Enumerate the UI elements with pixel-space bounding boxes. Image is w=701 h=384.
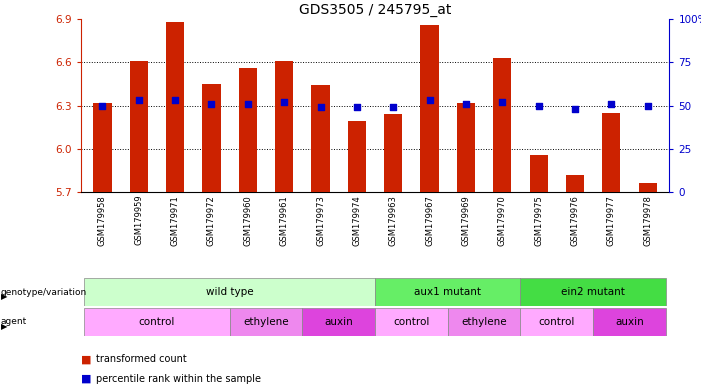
Point (642, 103, 653, 109)
Text: ■: ■ (81, 354, 91, 364)
Point (424, 98, 435, 104)
Bar (203, 84, 221, 192)
Bar (84, 308, 230, 336)
Bar (593, 308, 666, 336)
Bar (230, 308, 302, 336)
Text: percentile rank within the sample: percentile rank within the sample (96, 374, 261, 384)
Bar (166, 22, 184, 192)
Point (606, 101, 617, 107)
Text: wild type: wild type (206, 287, 254, 297)
Bar (239, 68, 257, 192)
Bar (348, 121, 366, 192)
Text: genotype/variation: genotype/variation (1, 288, 87, 296)
Bar (448, 308, 520, 336)
Point (97, 103, 108, 109)
Bar (130, 61, 148, 192)
Bar (457, 103, 475, 192)
Bar (302, 308, 375, 336)
Text: ■: ■ (81, 374, 91, 384)
Bar (494, 58, 511, 192)
Point (315, 104, 326, 111)
Text: ▶: ▶ (1, 322, 7, 331)
Point (206, 101, 217, 107)
Text: agent: agent (1, 318, 27, 326)
Point (569, 106, 580, 112)
Text: transformed count: transformed count (96, 354, 186, 364)
Point (461, 101, 472, 107)
Point (533, 103, 544, 109)
Bar (566, 175, 584, 192)
Text: auxin: auxin (325, 317, 353, 327)
Point (170, 98, 181, 104)
Bar (375, 308, 448, 336)
Bar (375, 278, 520, 306)
Text: ethylene: ethylene (243, 317, 289, 327)
Point (496, 99, 508, 105)
Text: control: control (538, 317, 575, 327)
Text: control: control (139, 317, 175, 327)
Text: ethylene: ethylene (461, 317, 507, 327)
Bar (520, 278, 666, 306)
Text: aux1 mutant: aux1 mutant (414, 287, 481, 297)
Point (278, 99, 290, 105)
Bar (529, 155, 547, 192)
Point (351, 104, 362, 111)
Bar (275, 61, 293, 192)
Bar (639, 184, 657, 192)
Text: control: control (393, 317, 430, 327)
Bar (84, 278, 375, 306)
Bar (421, 25, 439, 192)
Title: GDS3505 / 245795_at: GDS3505 / 245795_at (299, 3, 451, 17)
Bar (93, 103, 111, 192)
Text: auxin: auxin (615, 317, 644, 327)
Point (243, 101, 254, 107)
Point (133, 98, 144, 104)
Text: ein2 mutant: ein2 mutant (562, 287, 625, 297)
Bar (311, 86, 329, 192)
Bar (520, 308, 593, 336)
Bar (384, 114, 402, 192)
Bar (602, 113, 620, 192)
Text: ▶: ▶ (1, 292, 7, 301)
Point (388, 104, 399, 111)
